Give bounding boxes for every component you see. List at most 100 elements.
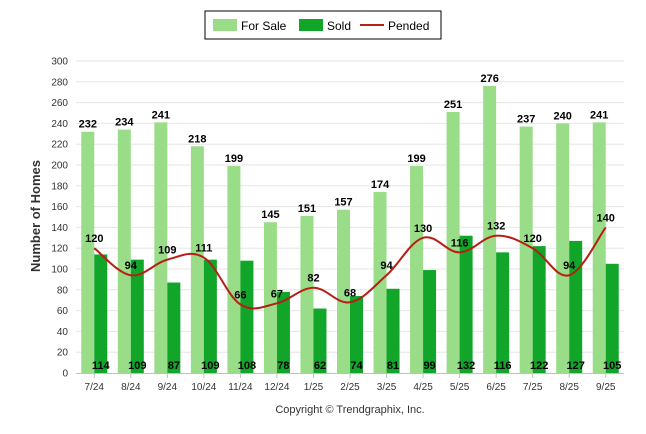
data-label-sold: 109 (128, 360, 146, 372)
y-tick-label: 0 (62, 369, 68, 380)
data-label-pended: 94 (563, 260, 576, 272)
data-label-for-sale: 145 (261, 209, 279, 221)
data-label-sold: 122 (530, 360, 548, 372)
data-label-sold: 116 (494, 360, 512, 372)
x-tick-label: 7/24 (85, 382, 105, 393)
x-tick-label: 10/24 (191, 382, 216, 393)
x-tick-label: 9/24 (158, 382, 178, 393)
data-label-pended: 94 (125, 260, 138, 272)
y-tick-label: 40 (57, 327, 69, 338)
bar-sold (276, 291, 290, 373)
y-tick-label: 100 (51, 265, 68, 276)
data-label-pended: 67 (271, 288, 283, 300)
bar-for-sale (117, 129, 131, 373)
data-label-pended: 132 (487, 221, 505, 233)
bar-sold (386, 288, 400, 373)
data-label-for-sale: 174 (371, 179, 390, 191)
data-label-for-sale: 232 (79, 119, 97, 131)
bar-sold (532, 246, 546, 373)
data-label-for-sale: 237 (517, 114, 535, 126)
data-label-sold: 99 (423, 360, 435, 372)
data-label-for-sale: 240 (554, 110, 572, 122)
y-tick-label: 200 (51, 161, 68, 172)
bar-for-sale (410, 166, 424, 373)
y-tick-label: 180 (51, 181, 68, 192)
line-pended (93, 226, 607, 310)
data-label-for-sale: 241 (152, 109, 170, 121)
x-tick-label: 2/25 (340, 382, 360, 393)
data-label-for-sale: 251 (444, 99, 462, 111)
bar-for-sale (263, 222, 277, 373)
data-label-pended: 68 (344, 287, 356, 299)
bar-for-sale (300, 215, 314, 373)
data-label-pended: 140 (597, 212, 615, 224)
bar-sold (130, 259, 144, 373)
bar-for-sale (190, 146, 204, 373)
data-label-sold: 81 (387, 360, 399, 372)
data-label-for-sale: 218 (188, 133, 206, 145)
y-tick-label: 20 (57, 348, 69, 359)
y-tick-label: 240 (51, 119, 68, 130)
legend-swatch-sold (299, 19, 323, 31)
legend-label-pended: Pended (388, 19, 429, 33)
data-label-pended: 82 (307, 273, 319, 285)
y-tick-label: 280 (51, 77, 68, 88)
y-tick-label: 60 (57, 306, 69, 317)
data-label-sold: 132 (457, 360, 475, 372)
data-label-pended: 120 (85, 233, 103, 245)
data-label-for-sale: 157 (334, 197, 352, 209)
bar-for-sale (519, 126, 533, 374)
data-label-for-sale: 199 (225, 153, 243, 165)
y-axis-label: Number of Homes (28, 160, 43, 272)
x-tick-label: 9/25 (596, 382, 616, 393)
y-tick-label: 260 (51, 98, 68, 109)
y-tick-label: 300 (51, 57, 68, 68)
data-label-sold: 87 (168, 360, 180, 372)
y-tick-label: 160 (51, 202, 68, 213)
bar-for-sale (154, 122, 168, 373)
data-label-sold: 108 (238, 360, 256, 372)
bar-sold (240, 260, 254, 373)
bar-sold (605, 263, 619, 373)
legend: For Sale Sold Pended (204, 10, 442, 40)
data-label-for-sale: 276 (480, 73, 498, 85)
data-label-sold: 114 (92, 360, 111, 372)
x-tick-label: 8/25 (559, 382, 579, 393)
data-label-pended: 94 (380, 260, 393, 272)
x-tick-label: 1/25 (304, 382, 324, 393)
data-label-sold: 74 (350, 360, 363, 372)
x-tick-label: 5/25 (450, 382, 470, 393)
x-tick-label: 11/24 (228, 382, 253, 393)
bar-for-sale (446, 111, 460, 374)
bar-sold (167, 282, 181, 373)
data-label-pended: 66 (234, 289, 246, 301)
bar-for-sale (227, 166, 241, 373)
x-tick-label: 4/25 (413, 382, 433, 393)
bar-sold (313, 308, 327, 373)
bar-for-sale (81, 131, 95, 373)
data-label-sold: 109 (201, 360, 219, 372)
x-tick-label: 12/24 (264, 382, 289, 393)
legend-label-sold: Sold (327, 19, 351, 33)
data-label-pended: 120 (523, 233, 541, 245)
bar-for-sale (483, 85, 497, 374)
bar-sold (459, 235, 473, 373)
x-tick-label: 8/24 (121, 382, 141, 393)
data-label-for-sale: 234 (115, 117, 134, 129)
data-label-sold: 62 (314, 360, 326, 372)
bar-for-sale (556, 123, 570, 374)
y-tick-label: 120 (51, 244, 68, 255)
data-label-for-sale: 199 (407, 153, 425, 165)
bar-sold (94, 254, 108, 373)
bar-sold (423, 270, 437, 373)
y-tick-label: 220 (51, 140, 68, 151)
data-label-pended: 109 (158, 245, 176, 257)
x-tick-label: 3/25 (377, 382, 397, 393)
copyright-text: Copyright © Trendgraphix, Inc. (275, 404, 424, 416)
y-tick-label: 80 (57, 285, 69, 296)
data-label-for-sale: 241 (590, 109, 608, 121)
data-label-pended: 130 (414, 223, 432, 235)
data-label-sold: 127 (567, 360, 585, 372)
legend-label-for-sale: For Sale (241, 19, 287, 33)
